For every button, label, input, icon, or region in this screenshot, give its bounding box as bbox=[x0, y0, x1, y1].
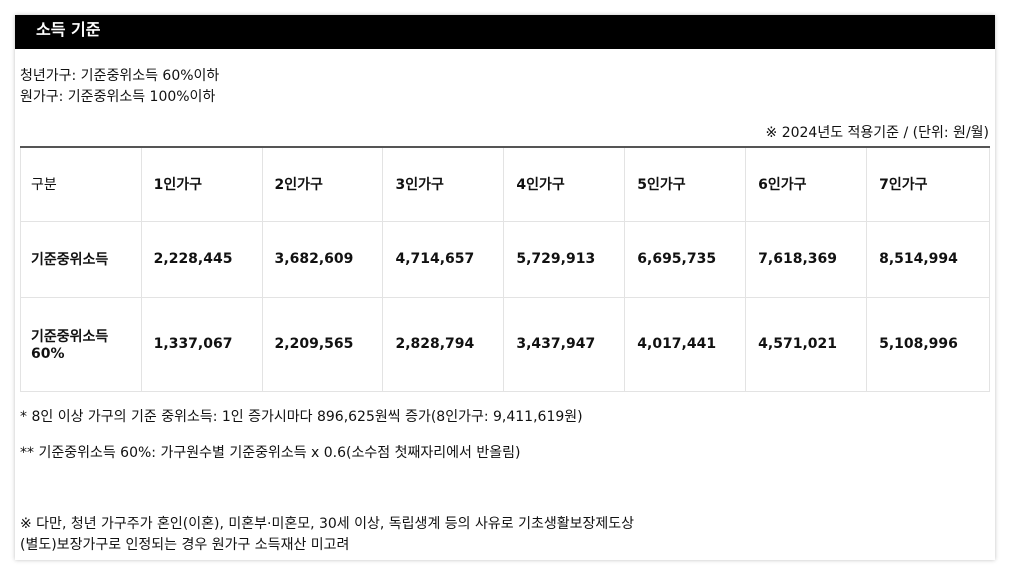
column-header-7-person: 7인가구 bbox=[866, 146, 990, 222]
origin-household-criterion: 원가구: 기준중위소득 100%이하 bbox=[20, 89, 216, 105]
criteria-block: 청년가구: 기준중위소득 60%이하 원가구: 기준중위소득 100%이하 bbox=[15, 66, 995, 108]
row-label-median-income-60: 기준중위소득 60% bbox=[20, 296, 142, 392]
footnote-exception: ※ 다만, 청년 가구주가 혼인(이혼), 미혼부·미혼모, 30세 이상, 독… bbox=[20, 514, 980, 556]
table-cell: 2,828,794 bbox=[382, 296, 505, 392]
footnote-exception-line-1: ※ 다만, 청년 가구주가 혼인(이혼), 미혼부·미혼모, 30세 이상, 독… bbox=[20, 516, 634, 532]
table-cell: 8,514,994 bbox=[866, 220, 990, 298]
column-header-5-person: 5인가구 bbox=[624, 146, 747, 222]
income-criteria-panel: 소득 기준 청년가구: 기준중위소득 60%이하 원가구: 기준중위소득 100… bbox=[15, 15, 995, 560]
table-cell: 3,437,947 bbox=[503, 296, 626, 392]
youth-household-criterion: 청년가구: 기준중위소득 60%이하 bbox=[20, 68, 220, 84]
table-cell: 5,729,913 bbox=[503, 220, 626, 298]
income-table: 구분 1인가구 2인가구 3인가구 4인가구 5인가구 6인가구 7인가구 기준… bbox=[20, 146, 990, 392]
table-cell: 3,682,609 bbox=[261, 220, 384, 298]
column-header-1-person: 1인가구 bbox=[140, 146, 263, 222]
section-title: 소득 기준 bbox=[15, 15, 995, 49]
table-cell: 7,618,369 bbox=[745, 220, 868, 298]
table-cell: 4,571,021 bbox=[745, 296, 868, 392]
table-cell: 2,209,565 bbox=[261, 296, 384, 392]
unit-note: ※ 2024년도 적용기준 / (단위: 원/월) bbox=[765, 125, 989, 141]
table-header-row: 구분 1인가구 2인가구 3인가구 4인가구 5인가구 6인가구 7인가구 bbox=[20, 146, 990, 222]
row-label-median-income: 기준중위소득 bbox=[20, 220, 142, 298]
footnotes: * 8인 이상 가구의 기준 중위소득: 1인 증가시마다 896,625원씩 … bbox=[20, 407, 980, 556]
footnote-60-percent: ** 기준중위소득 60%: 가구원수별 기준중위소득 x 0.6(소수점 첫째… bbox=[20, 445, 521, 461]
table-cell: 6,695,735 bbox=[624, 220, 747, 298]
table-cell: 5,108,996 bbox=[866, 296, 990, 392]
table-cell: 2,228,445 bbox=[140, 220, 263, 298]
table-cell: 4,714,657 bbox=[382, 220, 505, 298]
footnote-8-person: * 8인 이상 가구의 기준 중위소득: 1인 증가시마다 896,625원씩 … bbox=[20, 409, 583, 425]
table-corner-cell: 구분 bbox=[20, 146, 142, 222]
column-header-2-person: 2인가구 bbox=[261, 146, 384, 222]
table-row-median-income: 기준중위소득 2,228,445 3,682,609 4,714,657 5,7… bbox=[20, 220, 990, 298]
footnote-exception-line-2: (별도)보장가구로 인정되는 경우 원가구 소득재산 미고려 bbox=[20, 537, 350, 553]
column-header-3-person: 3인가구 bbox=[382, 146, 505, 222]
table-row-median-income-60: 기준중위소득 60% 1,337,067 2,209,565 2,828,794… bbox=[20, 296, 990, 392]
table-cell: 4,017,441 bbox=[624, 296, 747, 392]
table-cell: 1,337,067 bbox=[140, 296, 263, 392]
column-header-4-person: 4인가구 bbox=[503, 146, 626, 222]
column-header-6-person: 6인가구 bbox=[745, 146, 868, 222]
